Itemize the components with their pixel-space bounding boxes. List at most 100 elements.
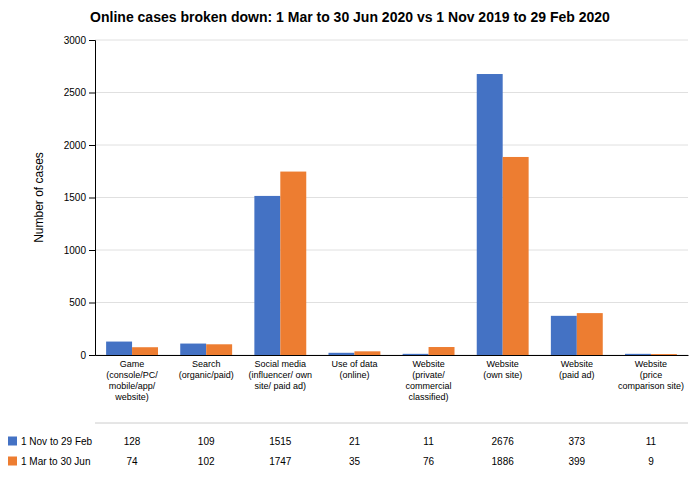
grid-line [95,250,688,251]
bars [106,74,677,355]
x-tick-label: Website(private/commercialclassified) [406,359,452,401]
data-table: 1281091515211126763731174102174735761886… [124,436,657,467]
bar [132,347,158,355]
x-tick: Website(private/commercialclassified) [406,355,452,402]
bar [625,354,651,355]
grid-line [95,40,688,41]
data-label: 21 [349,436,361,447]
data-label: 109 [198,436,215,447]
y-tick-mark [89,250,95,251]
x-tick-label-line: (price [640,370,663,380]
y-tick: 2000 [64,140,95,151]
x-tick-label-line: classified) [409,392,449,402]
x-tick-label-line: (console/PC/ [106,370,158,380]
grid-line [95,92,688,93]
x-tick-label-line: mobile/app/ [109,381,156,391]
y-tick-mark [89,198,95,199]
grid-line [95,145,688,146]
x-tick: Website(pricecomparison site) [618,355,684,391]
x-tick-label-line: commercial [406,381,452,391]
bar [403,354,429,355]
y-tick-label: 2000 [64,140,87,151]
legend-swatch [8,457,17,466]
x-tick-label: Website(paid ad) [559,359,595,380]
y-tick: 1000 [64,245,95,256]
y-tick-label: 1000 [64,245,87,256]
data-label: 9 [648,456,654,467]
y-tick: 2500 [64,87,95,98]
bar [354,351,380,355]
bar [477,74,503,355]
x-tick-label-line: (organic/paid) [179,370,234,380]
y-tick-label: 3000 [64,35,87,46]
bar [651,354,677,355]
legend-item: 1 Mar to 30 Jun [8,456,90,467]
y-tick-mark [89,355,95,356]
bar-series [106,74,651,355]
x-tick-label-line: Social media [255,359,307,369]
y-tick-mark [89,145,95,146]
data-table-row: 12810915152111267637311 [124,436,657,447]
y-tick-mark [89,303,95,304]
data-label: 35 [349,456,361,467]
y-tick-mark [89,40,95,41]
y-tick-label: 2500 [64,87,87,98]
data-label: 1886 [492,456,515,467]
x-tick-label-line: site/ paid ad) [255,381,307,391]
legend-label: 1 Mar to 30 Jun [21,456,90,467]
x-tick-label-line: (influencer/ own [249,370,313,380]
bar [280,172,306,355]
x-tick-label-line: (own site) [483,370,522,380]
x-tick-label-line: website) [114,392,149,402]
x-tick: Use of data(online) [331,355,377,380]
bar [106,342,132,355]
bar [551,316,577,355]
data-label: 76 [423,456,435,467]
x-tick-label-line: (private/ [412,370,445,380]
y-axis-line [89,41,96,356]
y-tick-label: 1500 [64,192,87,203]
y-tick-label: 0 [80,350,86,361]
bar [328,353,354,355]
data-label: 1515 [269,436,292,447]
x-tick-label-line: (paid ad) [559,370,595,380]
data-label: 2676 [492,436,515,447]
y-tick: 0 [80,350,95,361]
x-tick-label-line: Search [192,359,221,369]
legend-swatch [8,437,17,446]
x-tick-label-line: comparison site) [618,381,684,391]
x-tick-label: Game(console/PC/mobile/app/website) [106,359,158,401]
data-label: 1747 [269,456,292,467]
chart: Online cases broken down: 1 Mar to 30 Ju… [0,0,700,479]
x-axis-line [96,355,689,356]
data-label: 11 [646,436,657,447]
bar [254,196,280,355]
y-tick: 3000 [64,35,95,46]
x-tick-label: Search(organic/paid) [179,359,234,380]
legend-label: 1 Nov to 29 Feb [21,436,93,447]
bar [180,344,206,355]
data-label: 11 [423,436,434,447]
bar [206,344,232,355]
y-tick-mark [89,93,95,94]
y-tick-label: 500 [69,297,86,308]
legend: 1 Nov to 29 Feb 1 Mar to 30 Jun [8,436,93,467]
data-label: 102 [198,456,215,467]
y-tick: 1500 [64,192,95,203]
bar-series [132,157,677,355]
x-tick-label-line: Game [120,359,145,369]
bar [577,313,603,355]
x-tick-label-line: Website [635,359,667,369]
y-axis-title: Number of cases [32,152,46,243]
grid [95,40,688,355]
x-tick-label-line: (online) [339,370,369,380]
x-tick-label: Use of data(online) [331,359,377,380]
data-label: 74 [127,456,139,467]
x-tick-label-line: Use of data [331,359,377,369]
bar [429,347,455,355]
data-table-row: 741021747357618863999 [127,456,655,467]
x-tick: Game(console/PC/mobile/app/website) [106,355,158,402]
table-separator [95,423,688,424]
grid-line [95,197,688,198]
bar [503,157,529,355]
